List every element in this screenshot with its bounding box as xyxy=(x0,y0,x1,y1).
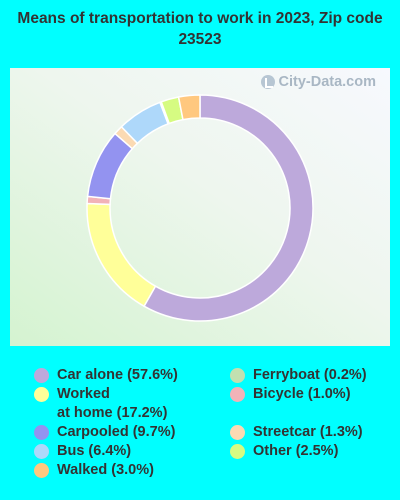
legend-item: Streetcar (1.3%) xyxy=(230,423,363,442)
legend-label: Other (2.5%) xyxy=(253,443,339,459)
legend-item: Car alone (57.6%) xyxy=(34,366,178,385)
legend-item: Ferryboat (0.2%) xyxy=(230,366,367,385)
legend-swatch xyxy=(34,444,49,459)
legend-swatch xyxy=(34,387,49,402)
legend-item: Walked (3.0%) xyxy=(34,461,154,480)
donut-slice xyxy=(143,94,314,322)
donut-slice xyxy=(86,202,157,308)
legend-label: Walked (3.0%) xyxy=(57,462,154,478)
legend-swatch xyxy=(230,387,245,402)
legend-swatch xyxy=(34,425,49,440)
legend: Car alone (57.6%) Worked at home (17.2%) C… xyxy=(34,366,394,482)
legend-swatch xyxy=(230,444,245,459)
legend-label: Streetcar (1.3%) xyxy=(253,424,363,440)
watermark-text: City-Data.com xyxy=(278,74,377,90)
legend-label: Ferryboat (0.2%) xyxy=(253,367,367,383)
legend-label: Bus (6.4%) xyxy=(57,443,132,459)
legend-label: Car alone (57.6%) xyxy=(57,367,178,383)
legend-item: Carpooled (9.7%) xyxy=(34,423,175,442)
city-data-logo-icon xyxy=(260,75,275,89)
legend-item: Other (2.5%) xyxy=(230,442,338,461)
legend-label: Worked at home (17.2%) xyxy=(57,386,168,421)
watermark: City-Data.com xyxy=(260,74,377,90)
legend-label: Bicycle (1.0%) xyxy=(253,386,351,402)
legend-swatch xyxy=(34,368,49,383)
legend-swatch xyxy=(230,425,245,440)
chart-title: Means of transportation to work in 2023,… xyxy=(17,10,383,48)
plot-area: City-Data.com xyxy=(10,68,390,346)
donut-slice xyxy=(177,94,201,121)
legend-item: Bicycle (1.0%) xyxy=(230,385,351,404)
legend-item: Worked at home (17.2%) xyxy=(34,385,167,423)
donut-chart xyxy=(86,94,314,322)
legend-label: Carpooled (9.7%) xyxy=(57,424,176,440)
legend-swatch xyxy=(230,368,245,383)
legend-swatch xyxy=(34,463,49,478)
legend-item: Bus (6.4%) xyxy=(34,442,131,461)
